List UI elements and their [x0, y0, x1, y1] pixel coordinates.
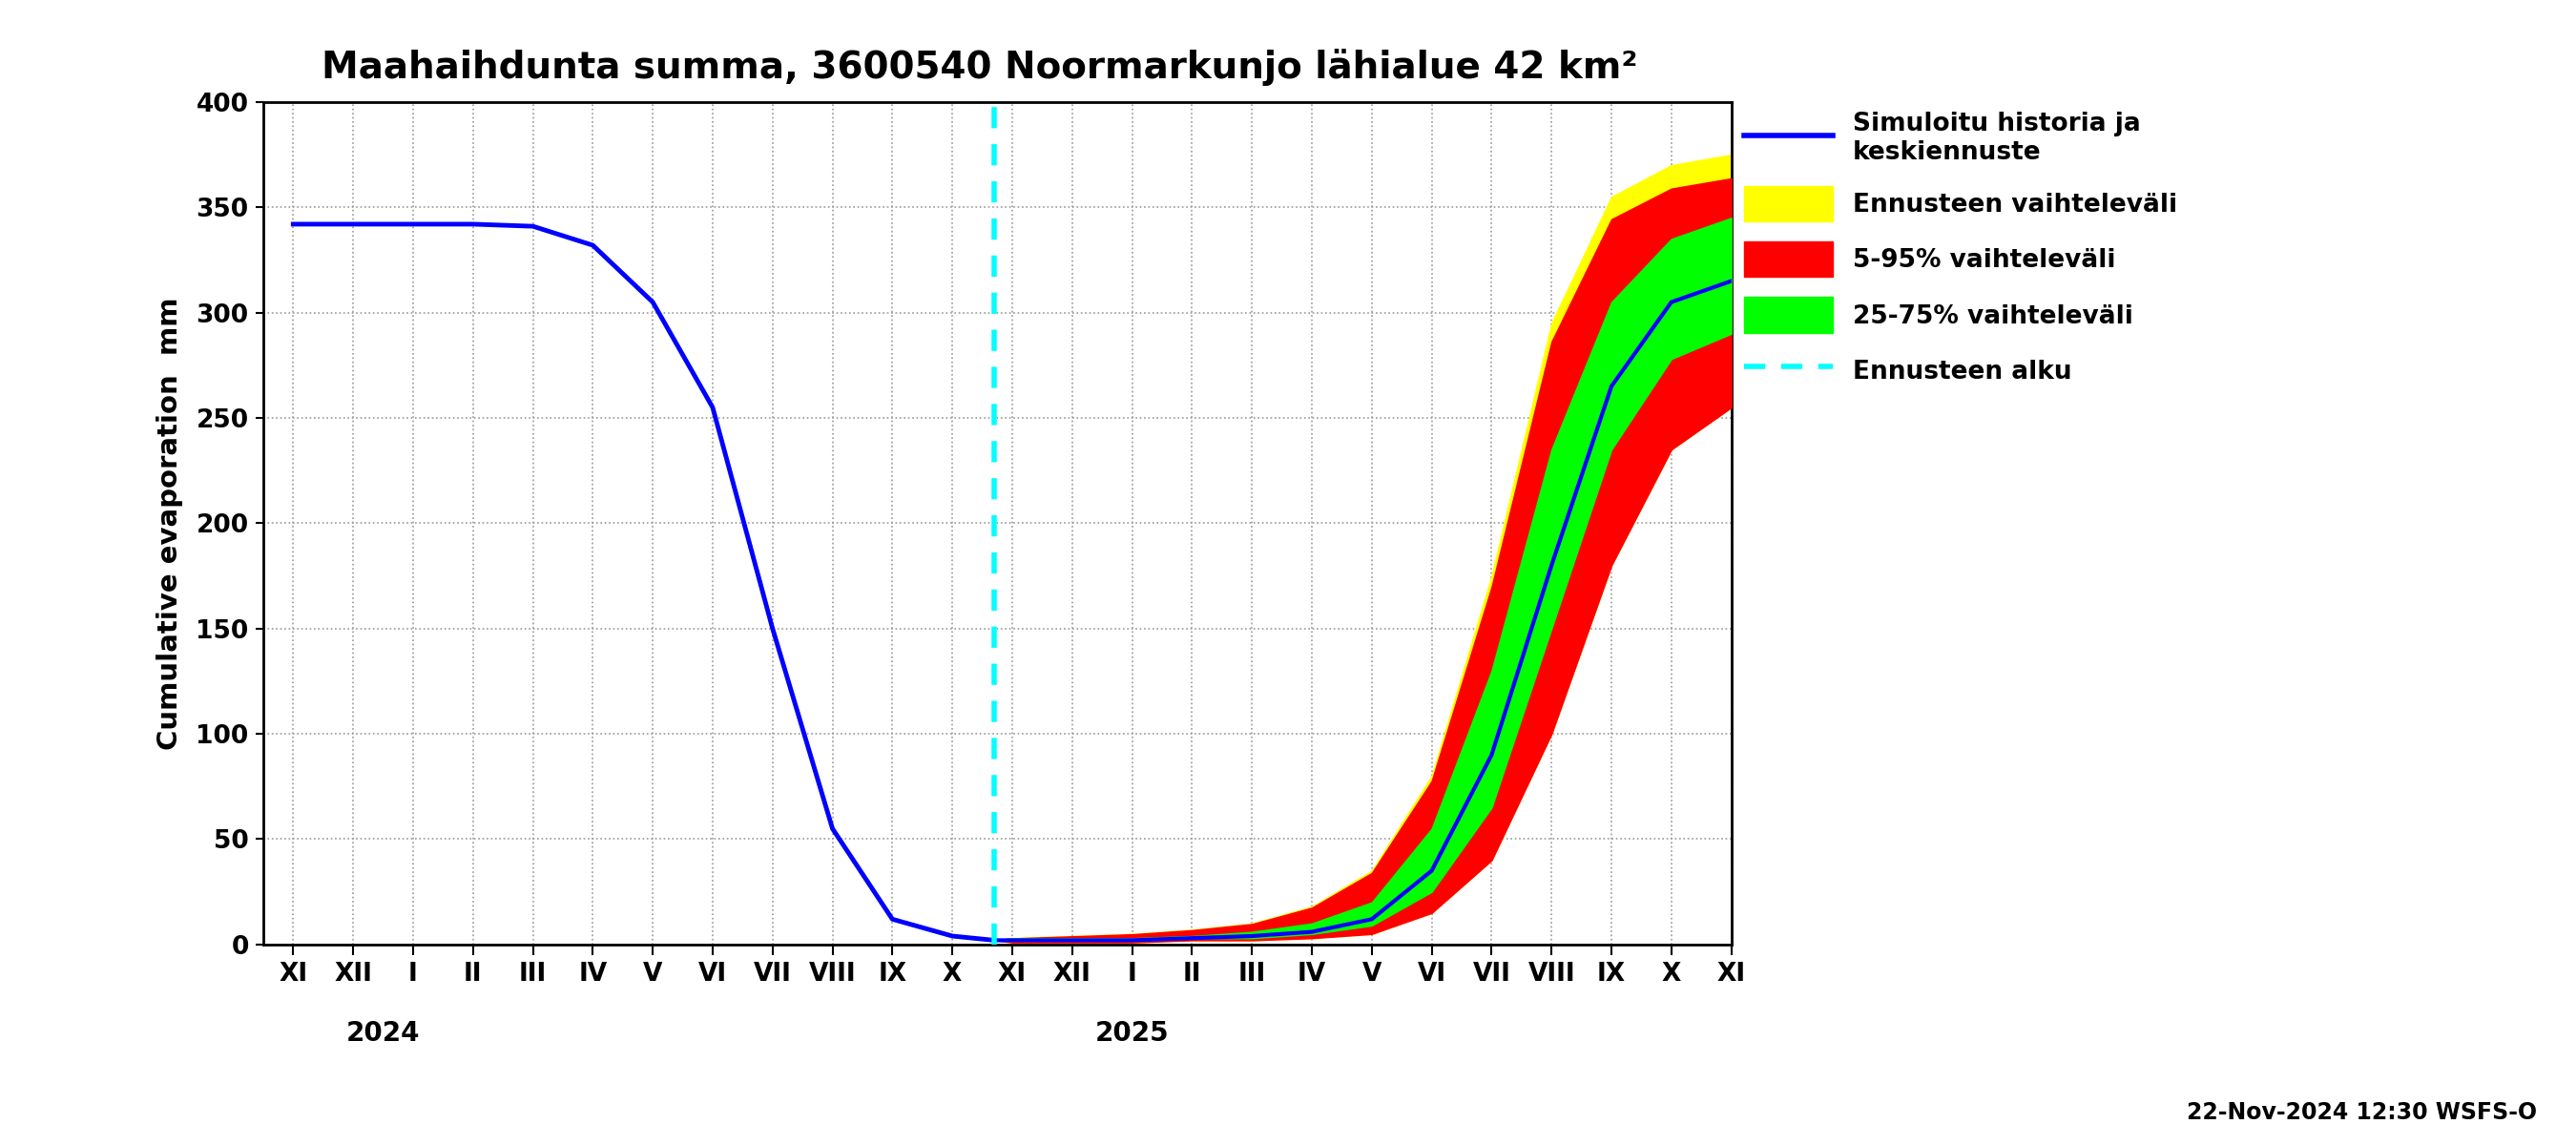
Text: Maahaihdunta summa, 3600540 Noormarkunjo lähialue 42 km²: Maahaihdunta summa, 3600540 Noormarkunjo…	[322, 48, 1638, 86]
Y-axis label: Cumulative evaporation  mm: Cumulative evaporation mm	[157, 297, 183, 750]
Text: 2024: 2024	[345, 1020, 420, 1047]
Legend: Simuloitu historia ja
keskiennuste, Ennusteen vaihteleväli, 5-95% vaihteleväli, : Simuloitu historia ja keskiennuste, Ennu…	[1734, 102, 2187, 398]
Text: 22-Nov-2024 12:30 WSFS-O: 22-Nov-2024 12:30 WSFS-O	[2187, 1101, 2537, 1124]
Text: 2025: 2025	[1095, 1020, 1170, 1047]
